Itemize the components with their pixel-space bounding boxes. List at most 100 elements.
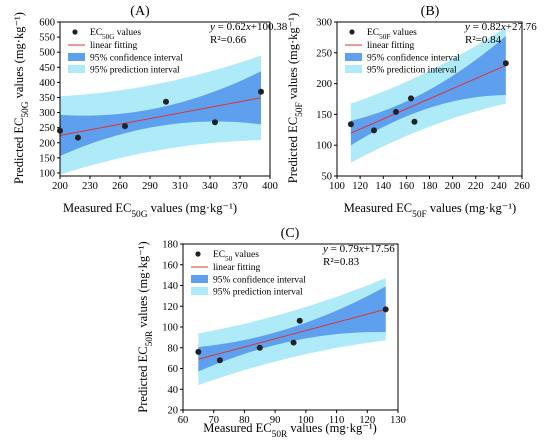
fit-line bbox=[350, 64, 507, 134]
data-point bbox=[296, 317, 303, 324]
legend-fit-label: linear fitting bbox=[213, 262, 260, 273]
x-tick-label: 90 bbox=[270, 415, 281, 426]
y-tick-label: 550 bbox=[39, 33, 55, 44]
data-point bbox=[408, 95, 414, 102]
legend-point-marker bbox=[349, 29, 355, 35]
fit-equation: y = 0.79x+17.56 bbox=[322, 243, 395, 255]
y-tick-label: 150 bbox=[316, 110, 332, 121]
x-tick-label: 100 bbox=[298, 415, 314, 426]
x-tick-label: 260 bbox=[514, 181, 530, 192]
x-tick-label: 200 bbox=[52, 181, 68, 192]
data-point bbox=[122, 123, 128, 130]
x-tick-label: 110 bbox=[329, 415, 344, 426]
legend-pi-marker bbox=[191, 287, 208, 295]
data-point bbox=[57, 127, 63, 134]
y-tick-label: 100 bbox=[39, 168, 55, 179]
y-tick-label: 300 bbox=[39, 108, 55, 119]
x-tick-label: 160 bbox=[399, 181, 415, 192]
y-tick-label: 150 bbox=[39, 153, 55, 164]
x-tick-label: 340 bbox=[202, 181, 218, 192]
y-tick-label: 20 bbox=[168, 406, 179, 417]
x-tick-label: 310 bbox=[172, 181, 188, 192]
r-squared: R²=0.84 bbox=[465, 34, 502, 46]
data-point bbox=[371, 127, 377, 134]
x-axis-label: Measured EC50R values (mg·kg⁻¹) bbox=[203, 421, 377, 440]
legend-ci-marker bbox=[191, 275, 208, 283]
y-tick-label: 40 bbox=[168, 385, 179, 396]
y-tick-label: 120 bbox=[162, 302, 178, 313]
y-tick-label: 100 bbox=[162, 323, 178, 334]
x-tick-label: 120 bbox=[352, 181, 368, 192]
y-tick-label: 140 bbox=[162, 281, 178, 292]
legend-point-marker bbox=[72, 29, 78, 35]
y-tick-label: 60 bbox=[168, 364, 179, 375]
y-tick-label: 350 bbox=[39, 93, 55, 104]
x-tick-label: 120 bbox=[359, 415, 375, 426]
data-point bbox=[392, 108, 399, 115]
x-tick-label: 130 bbox=[390, 415, 406, 426]
legend-ci-label: 95% confidence interval bbox=[367, 53, 460, 64]
legend-points-label: EC50 values bbox=[213, 250, 259, 263]
data-point bbox=[502, 60, 509, 67]
y-tick-label: 450 bbox=[39, 63, 55, 74]
x-tick-label: 240 bbox=[491, 181, 507, 192]
legend-pi-marker bbox=[68, 65, 85, 73]
x-tick-label: 180 bbox=[422, 181, 438, 192]
y-tick-label: 160 bbox=[162, 260, 178, 271]
y-tick-label: 600 bbox=[39, 18, 55, 29]
x-tick-label: 100 bbox=[329, 181, 345, 192]
data-point bbox=[216, 357, 223, 364]
data-point bbox=[163, 98, 169, 105]
panel-a: 200 230 260 290 310 340 370 400 100 150 200 250 300 3… bbox=[12, 4, 288, 220]
data-point bbox=[75, 134, 81, 141]
y-axis-label: Predicted EC50F values (mg·kg⁻¹) bbox=[286, 13, 305, 183]
x-tick-label: 60 bbox=[178, 415, 189, 426]
data-point bbox=[256, 344, 263, 351]
y-tick-label: 250 bbox=[39, 123, 55, 134]
x-tick-label: 220 bbox=[468, 181, 484, 192]
panel-label: (C) bbox=[281, 226, 300, 241]
x-tick-label: 80 bbox=[239, 415, 250, 426]
fit-line bbox=[60, 97, 262, 136]
legend-ci-label: 95% confidence interval bbox=[90, 53, 183, 64]
data-point bbox=[411, 118, 418, 125]
panel-c: 60 70 80 90 100 110 120 130 20 40 60 80 100 120 140 160… bbox=[136, 226, 406, 440]
x-tick-label: 140 bbox=[375, 181, 391, 192]
legend-fit-label: linear fitting bbox=[367, 40, 414, 51]
data-point bbox=[212, 119, 218, 126]
plot-frame bbox=[59, 21, 271, 177]
x-tick-label: 370 bbox=[232, 181, 248, 192]
y-axis-label: Predicted EC50G values (mg·kg⁻¹) bbox=[12, 12, 31, 184]
data-point bbox=[258, 88, 264, 95]
x-tick-label: 200 bbox=[445, 181, 461, 192]
fit-line bbox=[198, 308, 386, 360]
fit-equation: y = 0.62x+100.38 bbox=[209, 21, 288, 33]
x-tick-label: 230 bbox=[82, 181, 98, 192]
panel-b: 100 120 140 160 180 200 220 240 2605010015020025… bbox=[286, 4, 537, 220]
legend-pi-label: 95% prediction interval bbox=[213, 288, 303, 298]
data-point bbox=[195, 348, 202, 355]
confidence-interval-band bbox=[60, 71, 261, 156]
x-axis-label: Measured EC50F values (mg·kg⁻¹) bbox=[344, 201, 516, 220]
legend-points-label: EC50G values bbox=[90, 28, 141, 41]
y-tick-label: 200 bbox=[316, 79, 332, 90]
y-tick-label: 200 bbox=[39, 138, 55, 149]
confidence-interval-band bbox=[350, 35, 506, 146]
panel-label: (A) bbox=[130, 4, 150, 19]
legend-ci-marker bbox=[68, 53, 85, 61]
y-tick-label: 100 bbox=[316, 141, 332, 152]
y-tick-label: 300 bbox=[316, 18, 332, 29]
legend-pi-marker bbox=[345, 65, 362, 73]
y-tick-label: 50 bbox=[322, 172, 333, 183]
r-squared: R²=0.83 bbox=[323, 256, 360, 268]
x-tick-label: 290 bbox=[142, 181, 158, 192]
data-point bbox=[382, 306, 389, 313]
r-squared: R²=0.66 bbox=[210, 34, 247, 46]
legend-fit-label: linear fitting bbox=[90, 40, 137, 51]
legend-ci-marker bbox=[345, 53, 362, 61]
y-tick-label: 80 bbox=[168, 343, 179, 354]
